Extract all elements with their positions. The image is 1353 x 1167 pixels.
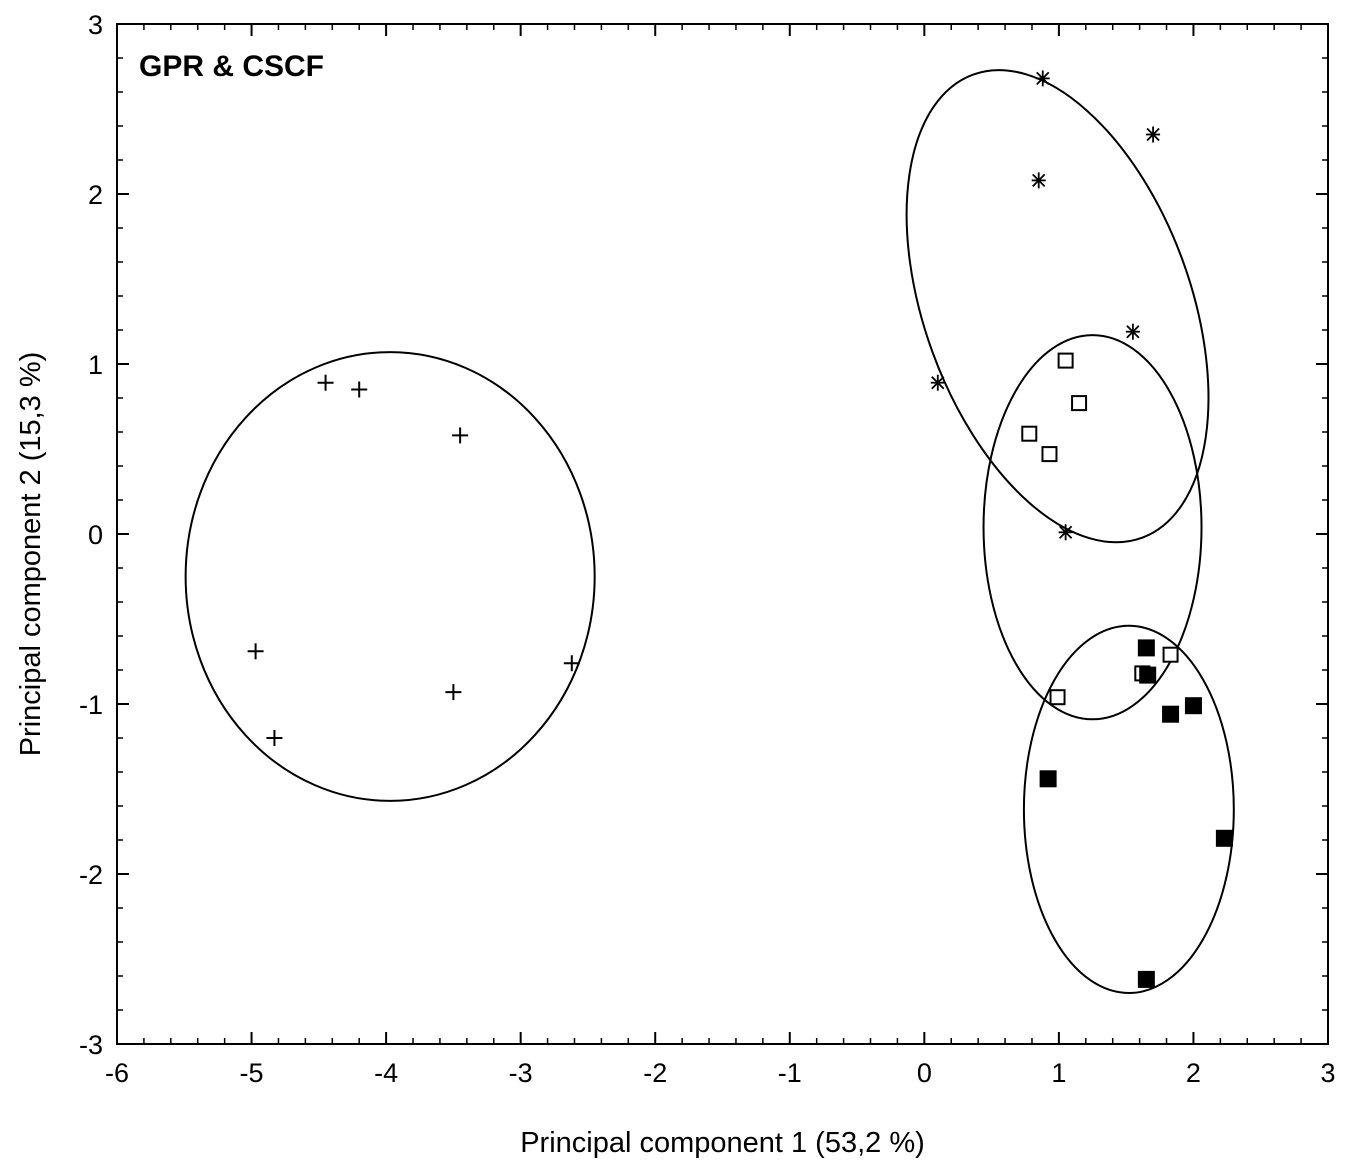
x-tick-label: 2 (1186, 1058, 1201, 1088)
open-square-point (1021, 425, 1038, 442)
y-tick-label: 1 (88, 350, 103, 380)
cluster-ellipses (184, 69, 1235, 995)
x-tick-label: -2 (643, 1058, 667, 1088)
scatter-points (247, 70, 1233, 988)
plus-point (452, 427, 469, 444)
axes: -6 -5 -4 -3 -2 -1 0 1 2 3 -3 -2 -1 0 1 2 3 (79, 10, 1336, 1088)
asterisk-point (1125, 323, 1140, 340)
x-axis-title: Principal component 1 (53,2 %) (520, 1127, 925, 1159)
cluster-ellipse-2 (905, 69, 1210, 544)
x-tick-label: -5 (240, 1058, 264, 1088)
plot-frame (116, 23, 1329, 1045)
y-tick-label: 2 (88, 180, 103, 210)
open-square-point (1049, 689, 1066, 706)
y-tick-label: 3 (88, 10, 103, 40)
plus-point (247, 643, 264, 660)
filled-square-point (1162, 705, 1180, 723)
open-square-point (1071, 395, 1088, 412)
y-tick-label: -3 (79, 1030, 103, 1060)
x-tick-label: -4 (374, 1058, 398, 1088)
open-square-point (1041, 446, 1058, 463)
plus-point (351, 381, 368, 398)
filled-square-point (1139, 666, 1157, 684)
y-axis-title: Principal component 2 (15,3 %) (15, 352, 47, 757)
open-square-point (1162, 646, 1179, 663)
cluster-ellipse-1 (184, 351, 596, 802)
x-tick-label: -6 (105, 1058, 129, 1088)
asterisk-point (1035, 70, 1050, 87)
x-tick-label: 3 (1320, 1058, 1335, 1088)
cluster-ellipse-4 (1022, 624, 1235, 995)
filled-square-point (1184, 697, 1202, 715)
asterisk-point (930, 374, 945, 391)
asterisk-point (1058, 524, 1073, 541)
asterisk-point (1031, 172, 1046, 189)
y-tick-label: -2 (79, 860, 103, 890)
x-tick-label: 1 (1051, 1058, 1066, 1088)
y-tick-label: -1 (79, 690, 103, 720)
plus-point (563, 655, 580, 672)
chart-title: GPR & CSCF (139, 50, 324, 83)
asterisk-point (1146, 126, 1161, 143)
x-tick-label: -3 (509, 1058, 533, 1088)
y-tick-label: 0 (88, 520, 103, 550)
plus-point (445, 684, 462, 701)
x-tick-label: 0 (917, 1058, 932, 1088)
filled-square-point (1137, 639, 1155, 657)
plus-point (266, 730, 283, 746)
cluster-ellipse-3 (982, 334, 1203, 721)
filled-square-point (1039, 770, 1057, 788)
x-tick-label: -1 (778, 1058, 802, 1088)
filled-square-point (1215, 829, 1233, 847)
filled-square-point (1137, 970, 1155, 988)
plus-point (317, 374, 334, 391)
open-square-point (1057, 352, 1074, 369)
